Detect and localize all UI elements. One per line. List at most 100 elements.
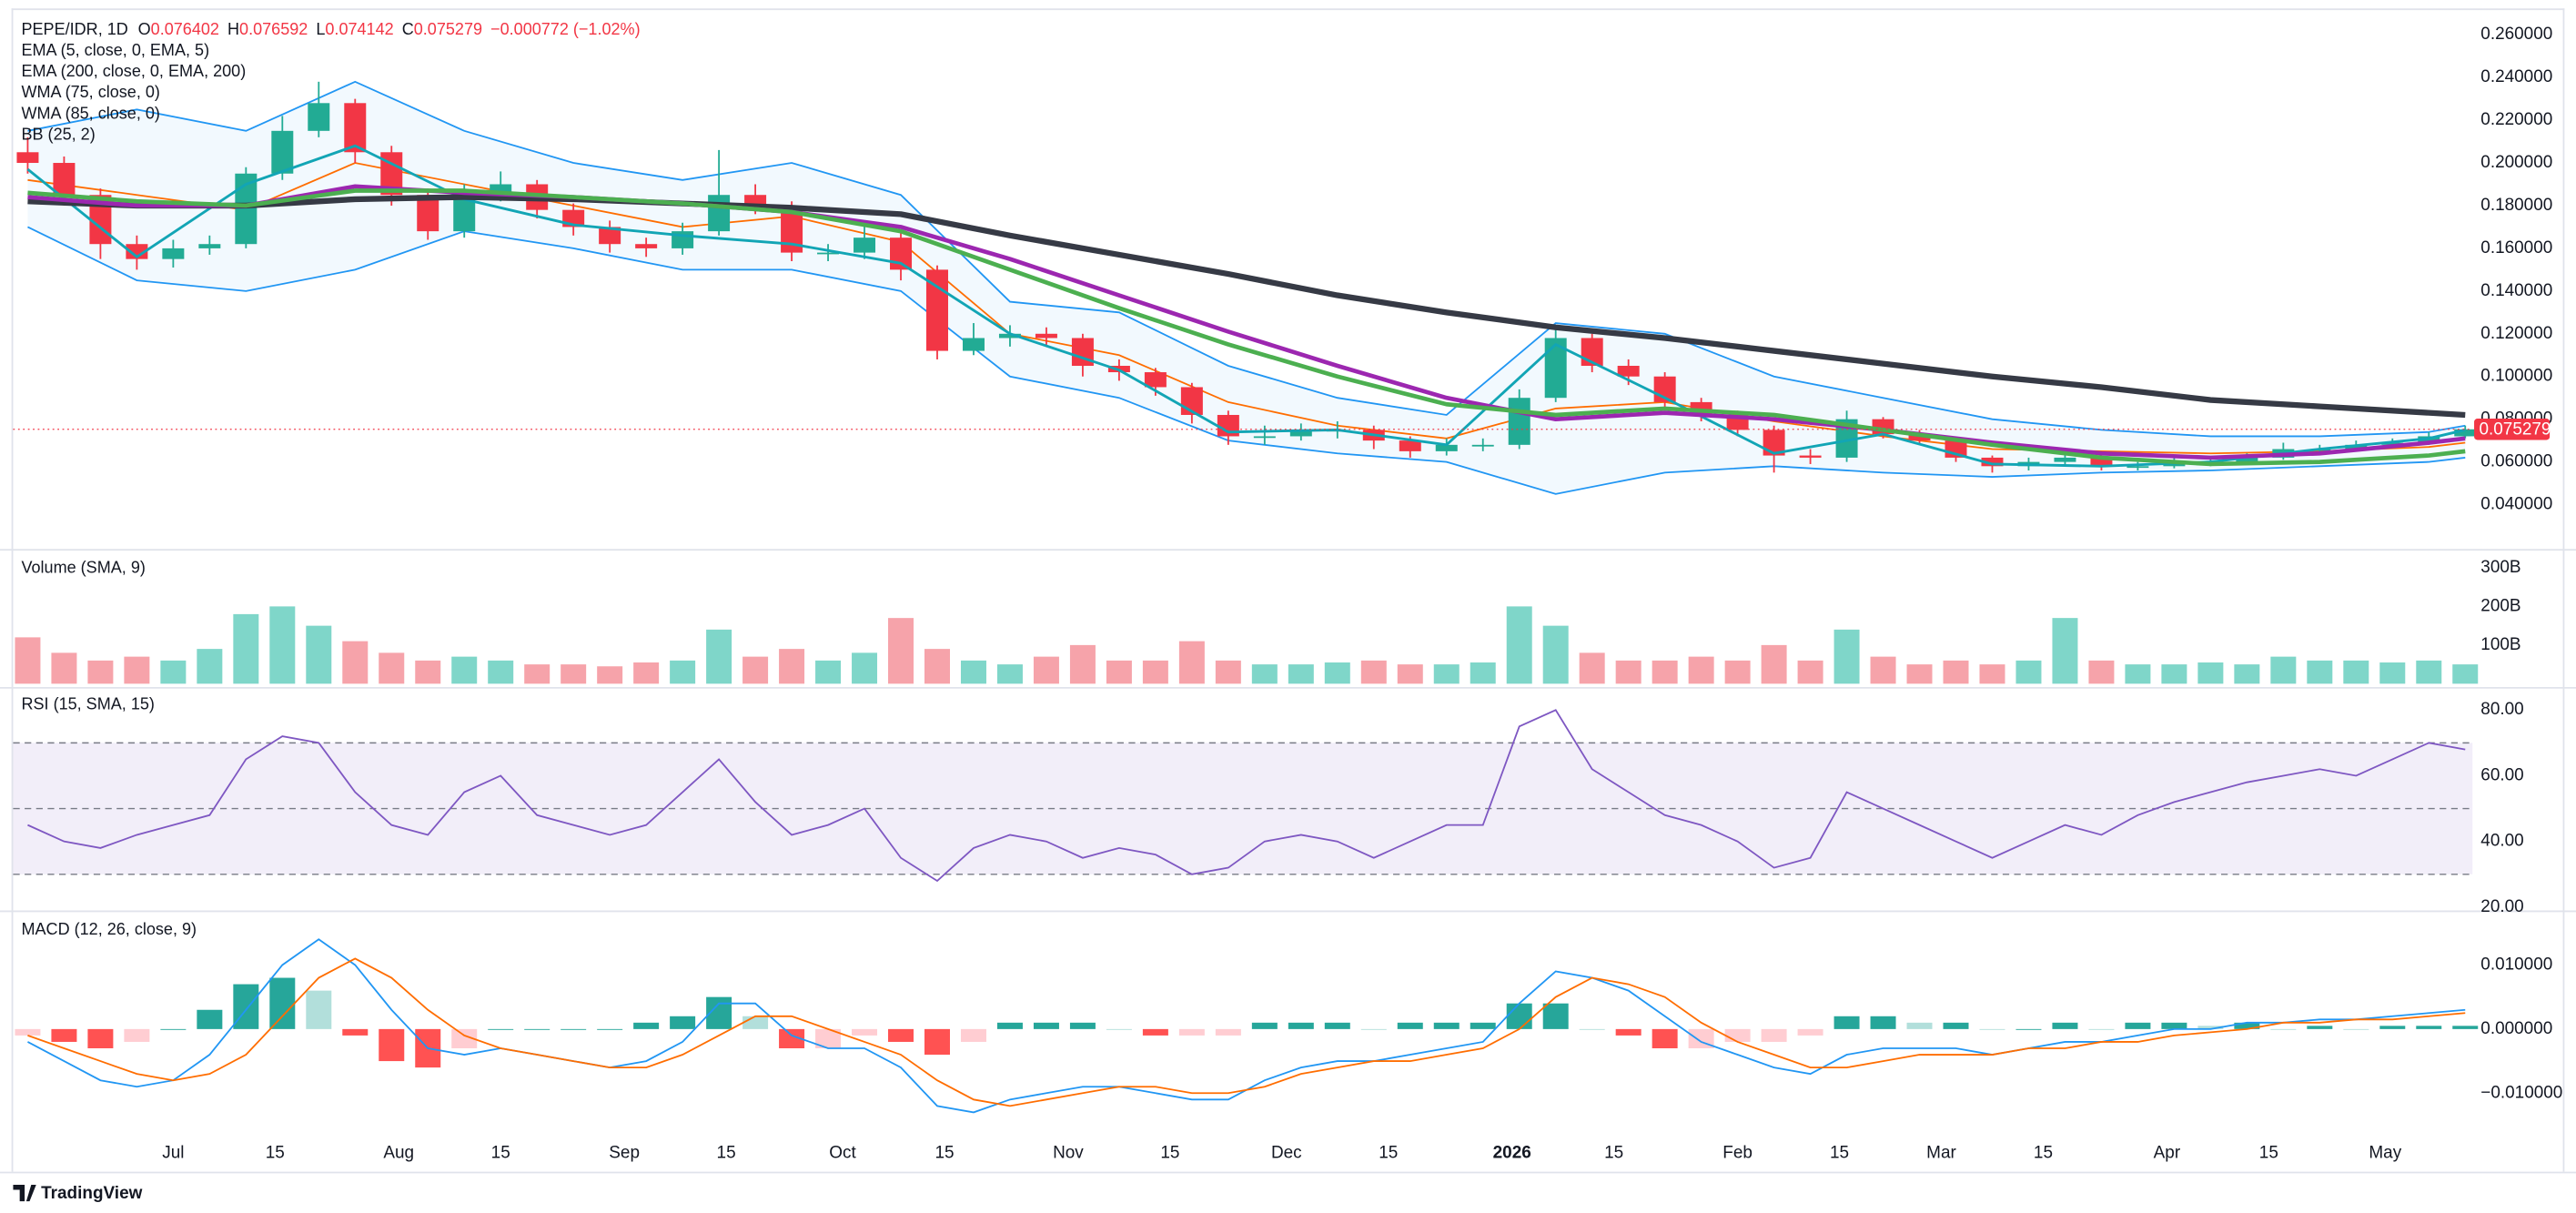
histogram-bar [1360,1028,1387,1030]
symbol: PEPE/IDR, 1D [21,20,127,38]
candle-body [453,195,476,232]
histogram-bar [306,990,332,1029]
histogram-bar [2088,1028,2115,1030]
candle-body [1617,365,1640,377]
candle-body [344,103,367,153]
histogram-bar [160,1028,187,1030]
ohlc-value: 0.076592 [239,20,308,38]
candle-body [998,333,1021,339]
last-price-label: 0.075279 [2479,420,2551,440]
brand: TradingView [41,1184,142,1203]
histogram-bar [1251,1022,1278,1029]
x-tick-label: 15 [934,1144,954,1163]
histogram-bar [852,1028,878,1036]
histogram-bar [1615,1028,1642,1036]
y-tick-label: 0.160000 [2480,238,2552,258]
histogram-bar [15,1028,41,1036]
ohlc-value: 0.074142 [325,20,393,38]
candle-body [1035,333,1057,339]
histogram-bar [1652,1028,1678,1048]
x-tick-label: Feb [1722,1144,1753,1163]
candle-body [1471,444,1494,447]
ohlc-label: C [402,20,414,38]
volume-bar [1906,664,1933,684]
volume-bar [2343,660,2369,684]
y-tick-label: 0.180000 [2480,196,2552,215]
y-tick-label: 0.100000 [2480,367,2552,386]
histogram-bar [1324,1022,1350,1029]
last-price-box [2474,419,2551,440]
y-tick-label: 0.260000 [2480,25,2552,44]
bb-basis [27,162,2466,455]
candle-body [2345,444,2368,450]
y-tick-label: 60.00 [2480,765,2523,784]
histogram-bar [2343,1028,2369,1030]
volume-bar [742,656,769,684]
x-tick-label: 15 [2259,1144,2278,1163]
histogram-bar [815,1028,842,1048]
histogram-bar [960,1028,986,1042]
candle-body [744,195,767,206]
candle-body [1908,434,1931,441]
histogram-bar [1724,1028,1751,1042]
histogram-bar [633,1022,660,1029]
x-tick-label: Dec [1271,1144,1302,1163]
histogram-bar [233,984,259,1029]
volume-bar [1615,660,1642,684]
header: PEPE/IDR, 1D O0.076402 H0.076592 L0.074142 C… [21,20,640,38]
volume-bar [15,637,41,684]
histogram-bar [269,977,296,1029]
candle-body [2236,457,2258,462]
histogram-bar [1106,1028,1132,1030]
candle-body [1399,440,1421,451]
ohlc-label: H [227,20,239,38]
volume-bar [2307,660,2333,684]
histogram-bar [87,1028,114,1048]
bb-fill [27,81,2466,494]
x-tick-label: Apr [2154,1144,2180,1163]
volume-bar [706,629,732,684]
histogram-bar [2125,1022,2151,1029]
histogram-bar [561,1028,587,1030]
x-tick-label: Jul [162,1144,184,1163]
x-tick-label: 15 [1160,1144,1179,1163]
volume-bar [2452,664,2479,684]
y-tick-label: 0.040000 [2480,495,2552,514]
candle-body [890,238,913,270]
y-tick-label: 0.200000 [2480,153,2552,172]
volume-bar [51,652,77,684]
histogram-bar [1542,1003,1569,1029]
histogram-bar [342,1028,369,1036]
candle-body [308,103,330,131]
volume-bar [415,660,441,684]
volume-bar [1579,652,1605,684]
volume-bar [852,652,878,684]
candle-body [235,173,258,245]
bb-upper [27,80,2466,438]
rsi-line [27,709,2466,883]
histogram-bar [779,1028,805,1048]
candle-body [53,163,76,196]
candle-body [198,244,221,248]
candle-body [417,195,439,232]
histogram-bar [1433,1022,1460,1029]
pane-title: MACD (12, 26, close, 9) [21,920,197,938]
volume-bar [1797,660,1823,684]
legend-entry: EMA (200, close, 0, EMA, 200) [21,62,246,80]
volume-bar [197,649,223,684]
histogram-bar [2234,1022,2260,1029]
volume-bar [1033,656,1059,684]
volume-bar [2234,664,2260,684]
volume-bar [2015,660,2042,684]
histogram-bar [1033,1022,1059,1029]
y-tick-label: 0.010000 [2480,955,2552,974]
volume-bar [2161,664,2187,684]
volume-bar [960,660,986,684]
histogram-bar [1470,1022,1496,1029]
volume-bar [1506,606,1532,684]
volume-bar [597,666,623,684]
histogram-bar [1834,1016,1860,1029]
x-tick-label: 15 [1604,1144,1623,1163]
legend-entry: WMA (75, close, 0) [21,83,159,101]
candle-body [2054,457,2076,462]
